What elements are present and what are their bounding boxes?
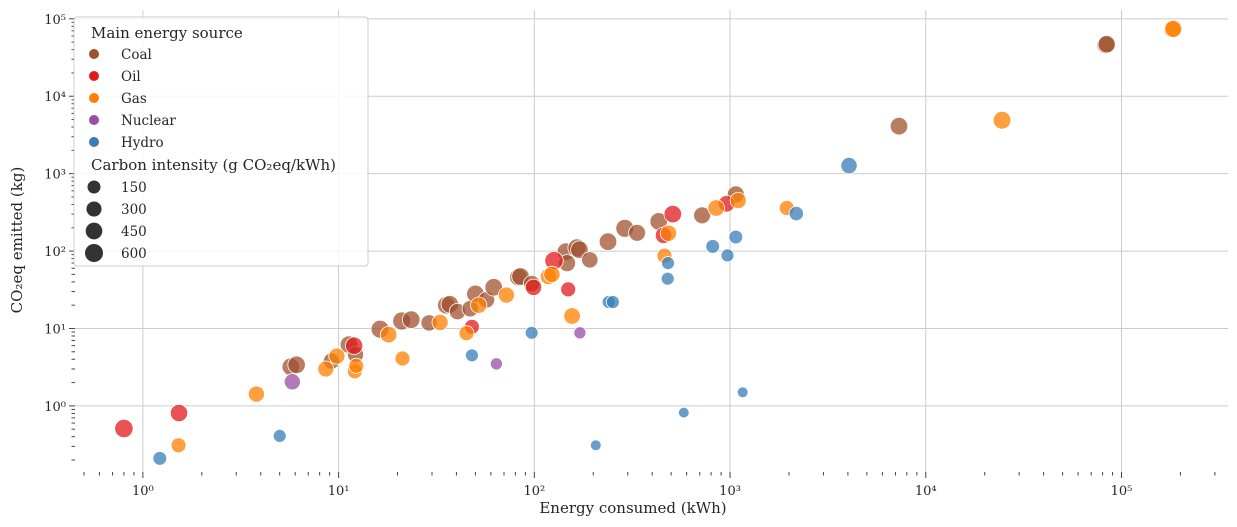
legend-hue-title: Main energy source [91,24,243,42]
point-gas-2 [317,360,335,378]
point-gas-7 [394,350,411,367]
point-gas-1 [247,385,265,403]
point-gas-6 [379,326,398,344]
legend-size-marker-300 [86,201,102,217]
point-coal-30 [889,116,909,136]
point-nuclear-1 [489,357,503,371]
x-tick-label-0: 10⁰ [132,484,154,499]
x-tick-label-3: 10³ [719,484,741,499]
point-hydro-9 [677,406,690,419]
point-coal-15 [484,278,503,297]
point-gas-22 [1164,19,1183,38]
x-tick-label-5: 10⁵ [1111,484,1133,499]
legend-marker-gas [89,93,99,103]
point-hydro-6 [606,295,620,309]
point-oil-6 [560,281,577,298]
legend: Main energy source Coal Oil Gas Nuclear Hydr… [73,16,369,267]
legend-size-label-450: 450 [121,224,147,240]
point-gas-17 [707,199,725,217]
point-nuclear-0 [283,373,301,391]
x-tick-label-2: 10² [523,484,545,499]
point-hydro-8 [661,256,675,271]
y-tick-label-1: 10¹ [44,322,66,337]
legend-label-coal: Coal [121,47,152,63]
point-hydro-0 [152,451,168,466]
y-tick-labels: 10⁰ 10¹ 10² 10³ 10⁴ 10⁵ [44,13,66,415]
x-tick-label-1: 10¹ [328,484,350,499]
data-points [114,19,1183,466]
point-gas-18 [729,191,747,209]
minor-ticks [69,18,1216,478]
legend-label-gas: Gas [121,91,147,107]
point-coal-7 [402,310,421,329]
point-gas-5 [348,357,365,374]
legend-label-oil: Oil [121,69,141,85]
legend-box [73,16,369,267]
legend-size-label-300: 300 [121,202,147,218]
point-coal-26 [628,223,646,242]
point-coal-24 [598,232,618,251]
point-gas-20 [992,110,1012,130]
point-hydro-14 [788,206,804,222]
point-gas-9 [458,325,475,342]
point-oil-4 [524,278,543,296]
point-hydro-11 [720,248,735,263]
point-gas-0 [170,437,187,454]
legend-marker-oil [89,71,99,81]
legend-marker-coal [89,49,99,59]
point-coal-1 [287,355,306,375]
legend-size-label-150: 150 [121,180,147,196]
point-hydro-7 [660,271,675,286]
legend-size-marker-600 [85,244,103,262]
y-axis-label: CO₂eq emitted (kg) [8,167,26,314]
y-tick-label-4: 10⁴ [44,90,66,105]
point-gas-14 [563,307,581,325]
point-hydro-13 [736,386,749,399]
legend-size-marker-150 [87,180,101,194]
point-oil-2 [344,336,364,355]
y-tick-label-2: 10² [44,245,66,260]
y-tick-label-0: 10⁰ [44,400,66,415]
legend-size-entries: 150 300 450 600 [85,180,147,262]
point-gas-3 [328,347,346,365]
point-hydro-10 [705,239,720,254]
point-hydro-1 [272,428,287,443]
point-coal-23 [581,251,599,269]
point-oil-0 [114,418,134,439]
legend-size-label-600: 600 [121,246,147,262]
point-hydro-4 [589,439,602,452]
legend-size-marker-450 [85,222,103,240]
legend-marker-hydro [89,137,99,147]
point-hydro-3 [524,325,539,340]
point-gas-16 [659,224,678,242]
point-gas-8 [431,313,449,331]
legend-marker-nuclear [89,115,99,125]
point-hydro-15 [840,157,858,175]
point-hydro-2 [464,348,479,363]
point-gas-11 [497,286,515,304]
x-axis-label: Energy consumed (kWh) [539,499,726,517]
point-oil-1 [169,403,189,423]
point-nuclear-2 [573,326,587,340]
point-gas-13 [543,265,561,283]
point-hydro-12 [728,229,744,245]
point-oil-8 [663,204,683,224]
point-coal-28 [693,206,711,225]
legend-hue-entries: Coal Oil Gas Nuclear Hydro [89,47,176,151]
y-tick-label-3: 10³ [44,168,66,183]
legend-label-nuclear: Nuclear [121,113,176,129]
point-coal-32 [1097,35,1116,54]
x-tick-label-4: 10⁴ [915,484,937,499]
x-tick-labels: 10⁰ 10¹ 10² 10³ 10⁴ 10⁵ [132,484,1132,499]
legend-label-hydro: Hydro [121,135,164,151]
y-tick-label-5: 10⁵ [44,13,66,28]
legend-size-title: Carbon intensity (g CO₂eq/kWh) [91,156,336,174]
point-gas-10 [470,296,488,314]
